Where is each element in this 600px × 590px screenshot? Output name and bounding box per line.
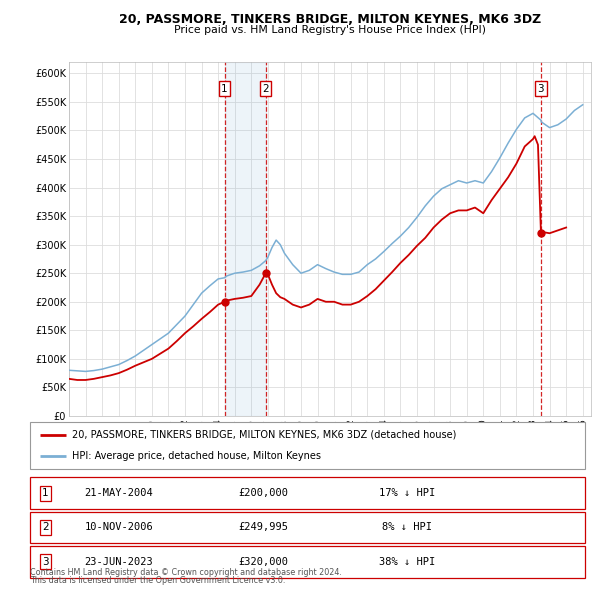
Text: Contains HM Land Registry data © Crown copyright and database right 2024.: Contains HM Land Registry data © Crown c… <box>30 568 342 577</box>
FancyBboxPatch shape <box>30 422 585 469</box>
Text: 20, PASSMORE, TINKERS BRIDGE, MILTON KEYNES, MK6 3DZ (detached house): 20, PASSMORE, TINKERS BRIDGE, MILTON KEY… <box>71 430 456 440</box>
Text: 10-NOV-2006: 10-NOV-2006 <box>85 523 153 532</box>
FancyBboxPatch shape <box>30 477 585 509</box>
Text: 2: 2 <box>42 523 49 532</box>
Text: £200,000: £200,000 <box>238 489 288 498</box>
Text: 2: 2 <box>262 84 269 93</box>
Text: 38% ↓ HPI: 38% ↓ HPI <box>379 557 436 566</box>
Text: This data is licensed under the Open Government Licence v3.0.: This data is licensed under the Open Gov… <box>30 576 286 585</box>
Text: 1: 1 <box>42 489 49 498</box>
Text: 3: 3 <box>538 84 544 93</box>
Text: 3: 3 <box>42 557 49 566</box>
Text: 17% ↓ HPI: 17% ↓ HPI <box>379 489 436 498</box>
Text: £249,995: £249,995 <box>238 523 288 532</box>
Text: 21-MAY-2004: 21-MAY-2004 <box>85 489 153 498</box>
Bar <box>224 62 266 416</box>
Text: 8% ↓ HPI: 8% ↓ HPI <box>382 523 433 532</box>
Text: £320,000: £320,000 <box>238 557 288 566</box>
FancyBboxPatch shape <box>30 512 585 543</box>
FancyBboxPatch shape <box>30 546 585 578</box>
Text: 20, PASSMORE, TINKERS BRIDGE, MILTON KEYNES, MK6 3DZ: 20, PASSMORE, TINKERS BRIDGE, MILTON KEY… <box>119 13 541 26</box>
Text: 23-JUN-2023: 23-JUN-2023 <box>85 557 153 566</box>
Text: Price paid vs. HM Land Registry's House Price Index (HPI): Price paid vs. HM Land Registry's House … <box>174 25 486 35</box>
Text: 1: 1 <box>221 84 228 93</box>
Text: HPI: Average price, detached house, Milton Keynes: HPI: Average price, detached house, Milt… <box>71 451 320 461</box>
